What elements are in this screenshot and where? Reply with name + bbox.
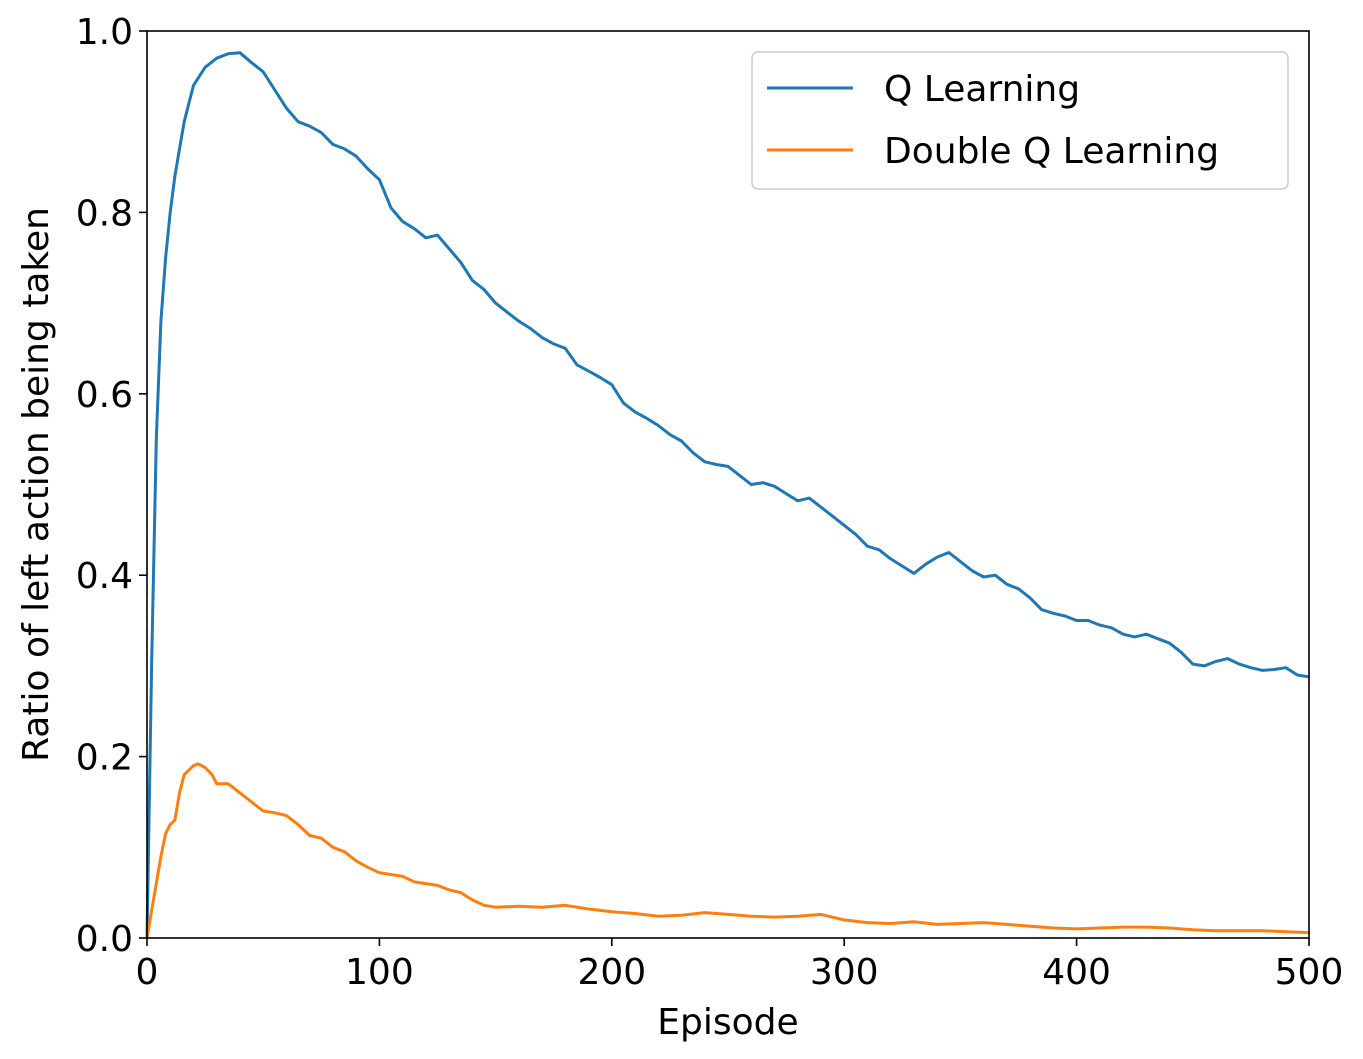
y-tick-label: 0.6 xyxy=(76,375,133,416)
series-layer xyxy=(145,51,1310,939)
x-tick-label: 500 xyxy=(1275,952,1344,993)
legend-label-double-q-learning: Double Q Learning xyxy=(884,131,1219,172)
x-tick-label: 100 xyxy=(345,952,414,993)
y-axis-label: Ratio of left action being taken xyxy=(16,207,57,762)
legend-box xyxy=(751,51,1289,190)
x-tick-label: 400 xyxy=(1042,952,1111,993)
axes-frame xyxy=(146,30,1310,939)
series-line-double-q-learning xyxy=(145,762,1310,939)
y-tick-label: 1.0 xyxy=(76,12,133,53)
x-tick-label: 200 xyxy=(577,952,646,993)
x-tick-label: 300 xyxy=(810,952,879,993)
y-tick-label: 0.0 xyxy=(76,919,133,960)
x-tick-label: 0 xyxy=(136,952,159,993)
y-tick-label: 0.4 xyxy=(76,556,133,597)
x-axis-label: Episode xyxy=(657,1002,798,1043)
y-tick-label: 0.8 xyxy=(76,193,133,234)
y-tick-label: 0.2 xyxy=(76,738,133,779)
series-line-q-learning xyxy=(145,51,1310,939)
y-axis: 0.0 0.2 0.4 0.6 0.8 1.0 xyxy=(76,12,147,960)
legend-label-q-learning: Q Learning xyxy=(884,69,1080,110)
legend: Q Learning Double Q Learning xyxy=(751,51,1289,190)
x-axis: 0 100 200 300 400 500 xyxy=(136,938,1344,993)
